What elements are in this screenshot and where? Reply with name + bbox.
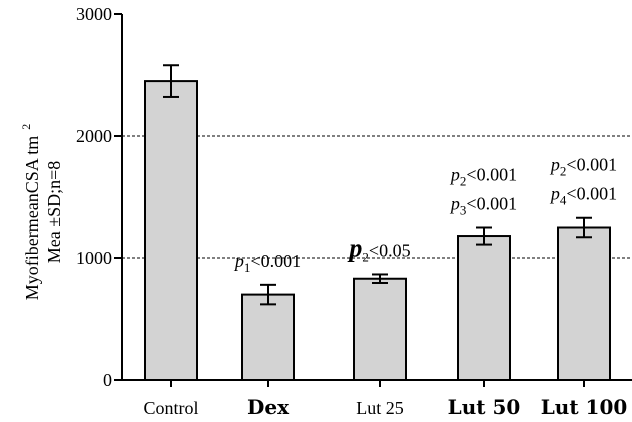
error-bar-lut-50 [476,226,492,246]
y-tick-label: 0 [103,370,112,390]
bar-lut-100 [557,226,611,381]
error-bar-lut-100 [576,216,592,239]
y-tick-label: 2000 [76,126,112,146]
p-value-label: p3<0.001 [449,194,517,218]
p-value-label: p2<0.001 [449,165,517,189]
x-tick-label: Control [143,398,198,418]
axes [114,13,632,387]
bar-control [144,80,198,381]
y-axis-title-line1: MyofibermeanCSA tm2 [19,124,42,301]
y-tick-label: 1000 [76,248,112,268]
bar-dex [241,293,295,382]
reference-lines [122,135,632,259]
error-bar-dex [260,283,276,306]
p-value-label: p1<0.001 [233,251,301,275]
bars [144,64,611,382]
p-value-label: p4<0.001 [549,184,617,208]
x-tick-labels: Control Dex Lut 25 Lut 50 Lut 100 [143,395,627,419]
bar-lut-25 [353,277,407,381]
x-tick-label: Dex [247,395,290,419]
y-tick-labels: 0 1000 2000 3000 [76,4,112,390]
error-bar-control [163,64,179,98]
p-value-label: p2<0.05 [347,233,410,264]
x-tick-label: Lut 50 [448,395,521,419]
y-tick-label: 3000 [76,4,112,24]
significance-annotations: p1<0.001 p2<0.05 p2<0.001 p3<0.001 p2<0.001 p… [233,155,617,275]
y-axis-title-line2: Mea ±SD;n=8 [44,161,64,264]
y-axis-title: MyofibermeanCSA tm2 Mea ±SD;n=8 [19,124,64,301]
x-tick-label: Lut 25 [356,398,404,418]
error-bar-lut-25 [372,273,388,285]
x-tick-label: Lut 100 [541,395,628,419]
bar-lut-50 [457,235,511,381]
p-value-label: p2<0.001 [549,155,617,179]
